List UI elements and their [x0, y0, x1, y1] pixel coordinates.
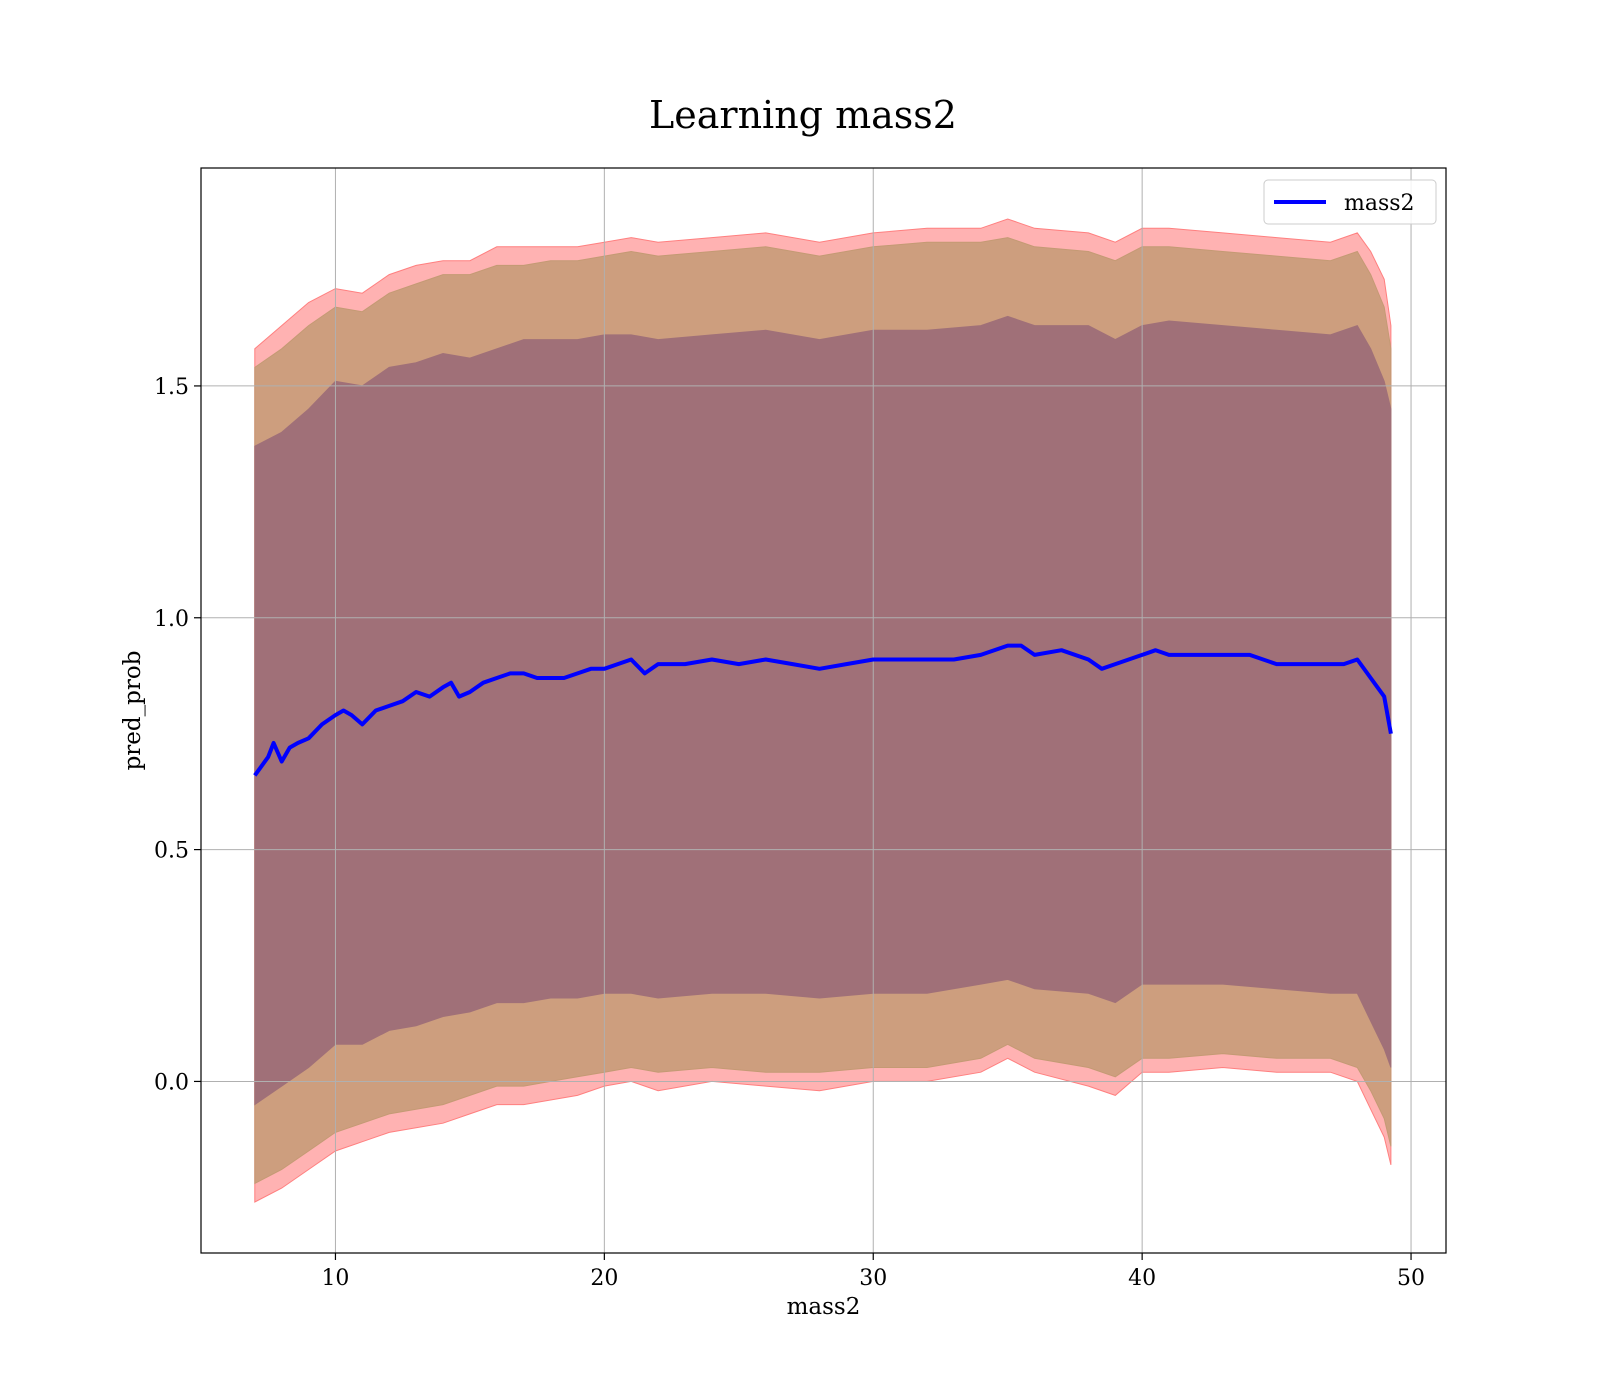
y-tick-label: 1.5: [154, 375, 189, 400]
x-axis-label: mass2: [787, 1294, 861, 1320]
plot-frame: [200, 167, 1447, 1254]
legend: mass2: [1263, 179, 1437, 225]
confidence-band-3: [254, 315, 1392, 1106]
y-tick-label: 1.0: [154, 607, 189, 632]
y-axis-label: pred_prob: [120, 651, 146, 771]
y-tick-label: 0.0: [154, 1070, 189, 1095]
y-tick-label: 0.5: [154, 839, 189, 864]
x-tick-label: 50: [1397, 1266, 1425, 1291]
x-tick-label: 10: [321, 1266, 349, 1291]
legend-box: [1263, 179, 1437, 225]
series-line-mass2: [253, 643, 1393, 777]
legend-label-mass2: mass2: [1344, 191, 1415, 216]
x-tick-label: 30: [859, 1266, 887, 1291]
axes-ticks: 10 20 30 40 50 0.0 0.5 1.0 1.5: [154, 375, 1425, 1291]
chart-title: Learning mass2: [649, 93, 957, 137]
plot-area: [201, 168, 1446, 1253]
x-tick-label: 40: [1128, 1266, 1156, 1291]
x-tick-label: 20: [590, 1266, 618, 1291]
